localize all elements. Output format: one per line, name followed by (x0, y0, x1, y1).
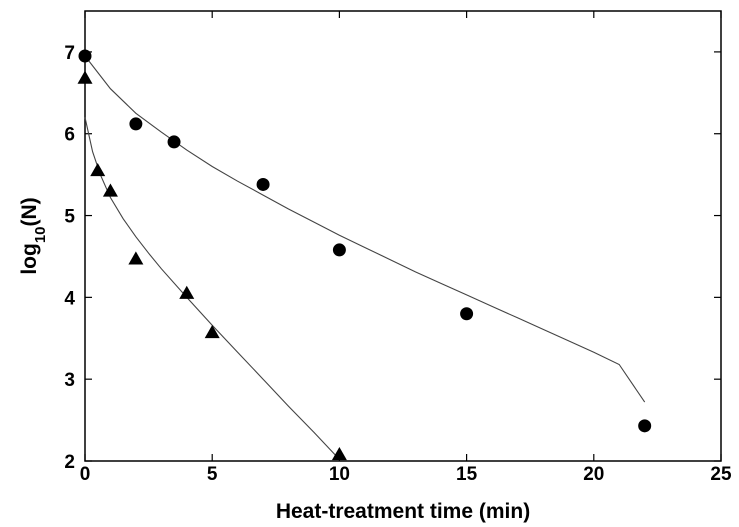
y-tick-label: 2 (64, 452, 75, 473)
circle-data-point (638, 419, 652, 433)
triangle-data-point (77, 70, 93, 84)
y-tick-label: 3 (64, 370, 75, 391)
triangle-data-point (128, 251, 144, 265)
y-tick-label: 5 (64, 207, 75, 228)
fit-curves (84, 55, 646, 460)
circle-fit-curve (84, 55, 646, 403)
y-axis-label-tail: (N) (18, 197, 41, 226)
x-axis-label: Heat-treatment time (min) (276, 500, 530, 523)
x-tick-label: 5 (207, 464, 218, 485)
triangle-data-point (102, 183, 118, 197)
triangle-data-point (90, 163, 106, 177)
x-tick-label: 10 (329, 464, 350, 485)
circle-data-point (460, 307, 474, 321)
triangle-data-point (179, 285, 195, 299)
triangle-data-point (204, 325, 220, 339)
y-tick-label: 7 (64, 43, 75, 64)
circle-data-point (332, 243, 346, 257)
y-axis-label: log10(N) (18, 197, 49, 274)
plot-frame (84, 10, 722, 462)
x-tick-label: 25 (710, 464, 732, 485)
circle-data-point (129, 117, 143, 131)
x-tick-label: 0 (80, 464, 91, 485)
axis-ticks: 0 5 10 15 20 25 2 3 4 5 6 7 (64, 11, 732, 485)
y-axis-label-sub: 10 (32, 226, 49, 243)
circle-data-point (167, 135, 181, 149)
triangle-data-point (331, 446, 347, 461)
x-tick-label: 20 (583, 464, 604, 485)
y-tick-label: 6 (64, 125, 75, 146)
y-axis-label-main: log (18, 243, 41, 275)
y-tick-label: 4 (64, 288, 75, 309)
circle-data-point (78, 49, 92, 63)
circle-data-point (256, 177, 270, 191)
triangle-fit-curve (84, 117, 340, 460)
x-tick-label: 15 (456, 464, 478, 485)
data-points (77, 49, 652, 461)
